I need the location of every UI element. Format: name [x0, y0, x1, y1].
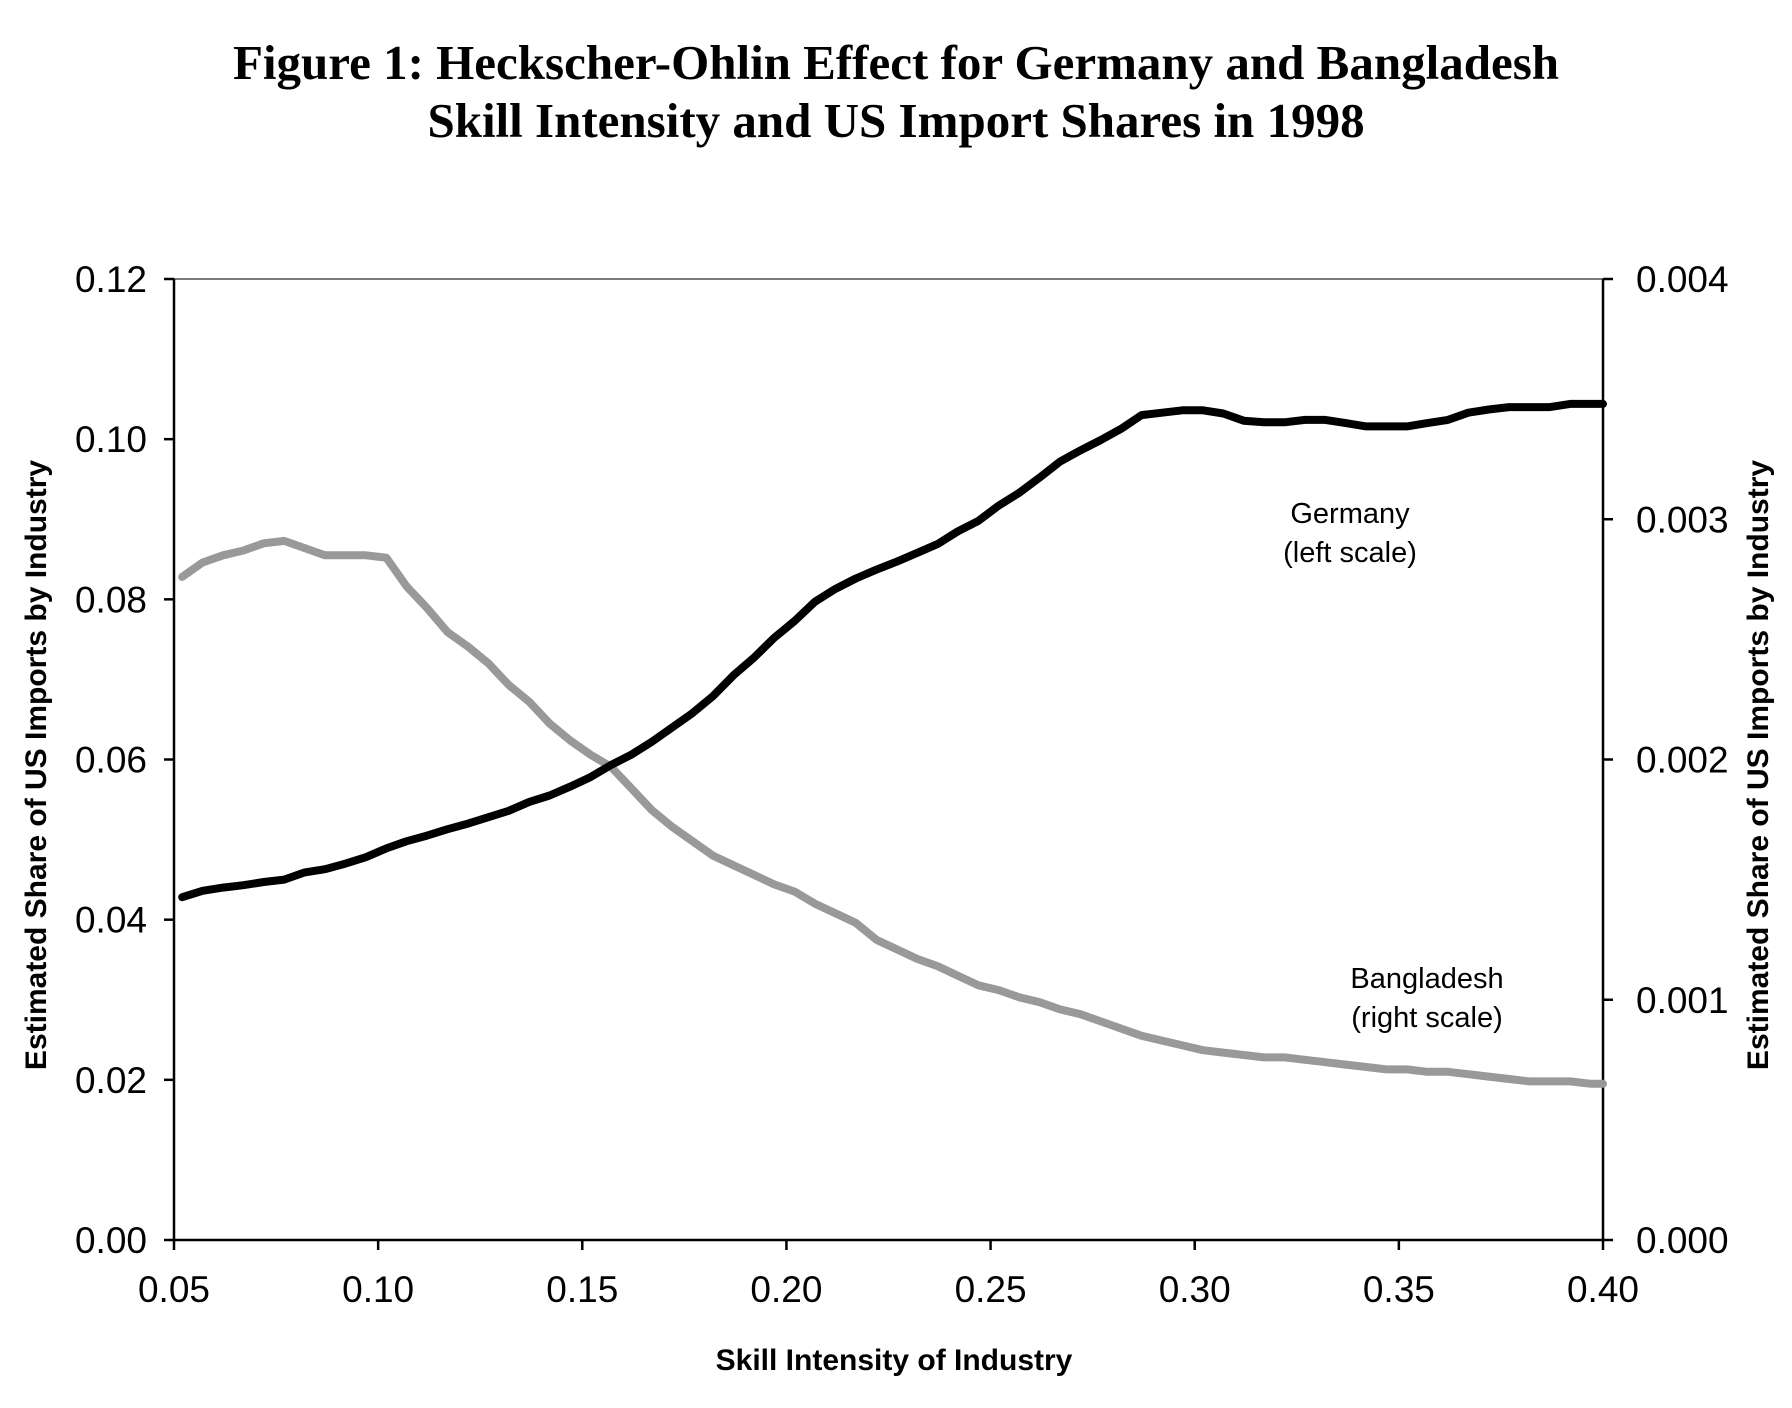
x-tick-label: 0.15 [546, 1269, 618, 1310]
chart-title: Figure 1: Heckscher-Ohlin Effect for Ger… [232, 35, 1560, 90]
tick-labels-group: 0.00 0.02 0.04 0.06 0.08 0.10 0.12 0.000 0.001 0.… [75, 259, 1729, 1310]
x-tick-label: 0.25 [955, 1269, 1027, 1310]
x-tick-label: 0.35 [1363, 1269, 1435, 1310]
y-left-tick-label: 0.00 [75, 1220, 147, 1261]
x-tick-label: 0.10 [342, 1269, 414, 1310]
chart-subtitle: Skill Intensity and US Import Shares in … [427, 93, 1365, 148]
y-left-tick-label: 0.12 [75, 259, 147, 300]
y-right-tick-label: 0.002 [1636, 740, 1729, 781]
annotations-group: Germany (left scale) Bangladesh (right scal… [1283, 498, 1503, 1034]
series-line-bangladesh [178, 536, 1607, 1088]
series-group [178, 399, 1607, 1088]
y-left-tick-label: 0.10 [75, 419, 147, 460]
x-tick-label: 0.05 [138, 1269, 210, 1310]
y-axis-right-label: Estimated Share of US Imports by Industr… [1742, 460, 1775, 1070]
x-tick-label: 0.20 [750, 1269, 822, 1310]
y-right-tick-label: 0.001 [1636, 980, 1729, 1021]
y-right-tick-label: 0.003 [1636, 499, 1729, 540]
x-tick-label: 0.40 [1567, 1269, 1639, 1310]
annotation-germany-name: Germany [1290, 498, 1410, 530]
y-left-tick-label: 0.02 [75, 1060, 147, 1101]
y-right-tick-label: 0.000 [1636, 1220, 1729, 1261]
x-tick-label: 0.30 [1159, 1269, 1231, 1310]
series-line-germany [178, 399, 1607, 902]
annotation-germany-scale: (left scale) [1283, 537, 1417, 569]
y-right-tick-label: 0.004 [1636, 259, 1729, 300]
y-left-tick-label: 0.06 [75, 740, 147, 781]
y-left-tick-label: 0.04 [75, 900, 147, 941]
y-axis-left-label: Estimated Share of US Imports by Industr… [20, 460, 53, 1070]
annotation-bangladesh-name: Bangladesh [1350, 963, 1503, 995]
annotation-bangladesh-scale: (right scale) [1351, 1002, 1503, 1034]
x-axis-label: Skill Intensity of Industry [716, 1344, 1073, 1377]
y-left-tick-label: 0.08 [75, 579, 147, 620]
